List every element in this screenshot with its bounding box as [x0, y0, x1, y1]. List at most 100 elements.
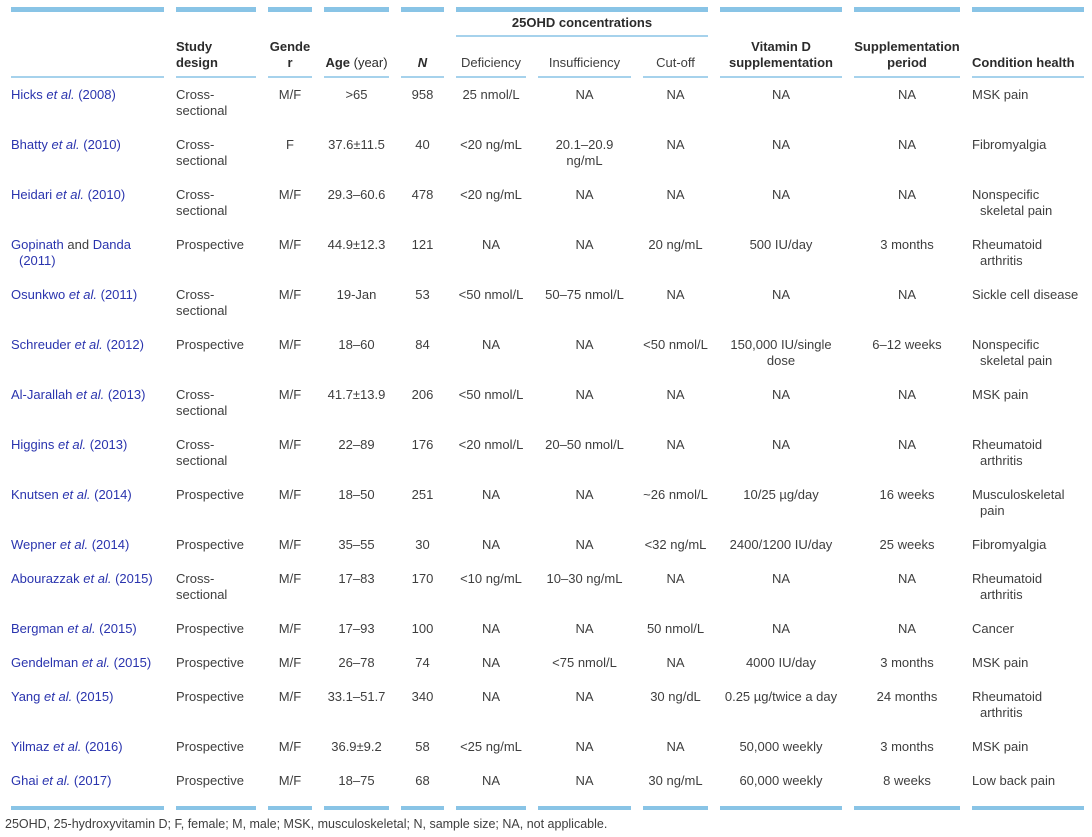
spanner-25ohd-concentrations: 25OHD concentrations	[450, 13, 714, 37]
cell-n: 478	[411, 187, 434, 202]
cell-deficiency: <50 nmol/L	[458, 387, 524, 402]
study-citation[interactable]: Wepner et al. (2014)	[5, 528, 170, 562]
study-citation[interactable]: Knutsen et al. (2014)	[5, 478, 170, 528]
study-citation[interactable]: Bergman et al. (2015)	[5, 612, 170, 646]
study-citation[interactable]: Hicks et al. (2008)	[5, 78, 170, 128]
cell-gender: M/F	[278, 187, 302, 202]
top-border-segment	[714, 5, 848, 13]
table-row: Schreuder et al. (2012) Prospective M/F 18–…	[5, 328, 1090, 378]
study-citation-text: Gendelman	[11, 655, 82, 670]
cell-gender: M/F	[278, 689, 302, 704]
cell-age: 19-Jan	[336, 287, 377, 302]
cell-period: NA	[897, 571, 917, 586]
cell-condition: Sickle cell disease	[972, 287, 1079, 302]
column-header-insufficiency: Insufficiency	[532, 37, 637, 78]
cell-insufficiency: 10–30 ng/mL	[546, 571, 623, 586]
study-citation[interactable]: Yang et al. (2015)	[5, 680, 170, 730]
study-citation-text: (2017)	[70, 773, 112, 788]
study-citation-text: Abourazzak	[11, 571, 84, 586]
cell-vitd: 4000 IU/day	[745, 655, 817, 670]
study-citation[interactable]: Higgins et al. (2013)	[5, 428, 170, 478]
study-citation[interactable]: Gendelman et al. (2015)	[5, 646, 170, 680]
column-header-row: Study design Gender Age (year) N Deficie…	[5, 37, 1090, 78]
cell-age: 22–89	[338, 437, 375, 452]
cell-period: NA	[897, 137, 917, 152]
cell-deficiency: NA	[481, 487, 501, 502]
cell-insufficiency: NA	[575, 337, 594, 352]
cell-condition: Rheumatoid arthritis	[972, 571, 1043, 602]
study-citation-text: (2015)	[95, 621, 137, 636]
study-citation-text: Osunkwo	[11, 287, 69, 302]
cell-n: 30	[415, 537, 430, 552]
study-citation[interactable]: Al-Jarallah et al. (2013)	[5, 378, 170, 428]
cell-age: 17–93	[338, 621, 375, 636]
cell-deficiency: <25 ng/mL	[460, 739, 522, 754]
cell-age: 18–75	[338, 773, 375, 788]
cell-age: 29.3–60.6	[327, 187, 386, 202]
cell-cutoff: NA	[666, 571, 685, 586]
cell-gender: M/F	[278, 773, 302, 788]
table-row: Bergman et al. (2015) Prospective M/F 17–93…	[5, 612, 1090, 646]
cell-condition: Nonspecific skeletal pain	[972, 337, 1053, 368]
bottom-border-segment	[395, 798, 450, 810]
study-citation-text: (2014)	[90, 487, 132, 502]
cell-condition: MSK pain	[972, 87, 1029, 102]
bottom-border-segment	[318, 798, 395, 810]
cell-n: 84	[415, 337, 430, 352]
study-citation[interactable]: Osunkwo et al. (2011)	[5, 278, 170, 328]
study-citation-text: et al.	[59, 537, 89, 552]
cell-n: 100	[411, 621, 434, 636]
cell-design: Prospective	[176, 337, 244, 352]
study-citation-text: et al.	[51, 137, 80, 152]
top-border-segment	[450, 5, 714, 13]
cell-design: Cross-sectional	[176, 437, 228, 468]
cell-period: NA	[897, 187, 917, 202]
study-citation-text: (2015)	[72, 689, 114, 704]
cell-vitd: NA	[771, 571, 791, 586]
study-citation[interactable]: Bhatty et al. (2010)	[5, 128, 170, 178]
table-row: Heidari et al. (2010) Cross-sectional M/F 2…	[5, 178, 1090, 228]
cell-condition: MSK pain	[972, 387, 1029, 402]
study-citation[interactable]: Heidari et al. (2010)	[5, 178, 170, 228]
study-citation-text: et al.	[46, 87, 75, 102]
cell-gender: M/F	[278, 237, 302, 252]
cell-condition: Cancer	[972, 621, 1014, 636]
study-citation-text: et al.	[76, 387, 105, 402]
study-citation-text: Higgins	[11, 437, 58, 452]
study-citation-text: (2012)	[102, 337, 144, 352]
cell-cutoff: NA	[666, 387, 685, 402]
cell-gender: M/F	[278, 387, 302, 402]
column-header-study	[5, 37, 170, 78]
top-border-segment	[395, 5, 450, 13]
study-citation[interactable]: Abourazzak et al. (2015)	[5, 562, 170, 612]
study-citation-text: Yang	[11, 689, 45, 704]
study-citation[interactable]: Yilmaz et al. (2016)	[5, 730, 170, 764]
cell-age: 26–78	[338, 655, 375, 670]
study-citation[interactable]: Gopinath and Danda (2011)	[5, 228, 170, 278]
spanner-spacer	[5, 13, 450, 37]
cell-vitd: NA	[771, 137, 791, 152]
study-citation[interactable]: Schreuder et al. (2012)	[5, 328, 170, 378]
study-citation-text: Yilmaz	[11, 739, 54, 754]
cell-design: Prospective	[176, 487, 244, 502]
cell-insufficiency: NA	[575, 387, 594, 402]
bottom-border-segment	[262, 798, 318, 810]
cell-gender: M/F	[278, 621, 302, 636]
cell-deficiency: NA	[481, 655, 501, 670]
cell-cutoff: NA	[666, 655, 685, 670]
column-header-condition-health: Condition health	[966, 37, 1090, 78]
study-citation-text: Knutsen	[11, 487, 63, 502]
study-citation[interactable]: Ghai et al. (2017)	[5, 764, 170, 798]
cell-deficiency: NA	[481, 621, 501, 636]
column-header-age: Age (year)	[318, 37, 395, 78]
bottom-border-segment	[170, 798, 262, 810]
table-row: Wepner et al. (2014) Prospective M/F 35–55 3…	[5, 528, 1090, 562]
cell-design: Cross-sectional	[176, 187, 228, 218]
cell-cutoff: NA	[666, 437, 685, 452]
cell-age: 18–60	[338, 337, 375, 352]
study-citation-text: Heidari	[11, 187, 56, 202]
cell-design: Prospective	[176, 739, 244, 754]
cell-design: Prospective	[176, 655, 244, 670]
study-citation-text: et al.	[67, 621, 96, 636]
cell-n: 68	[415, 773, 430, 788]
